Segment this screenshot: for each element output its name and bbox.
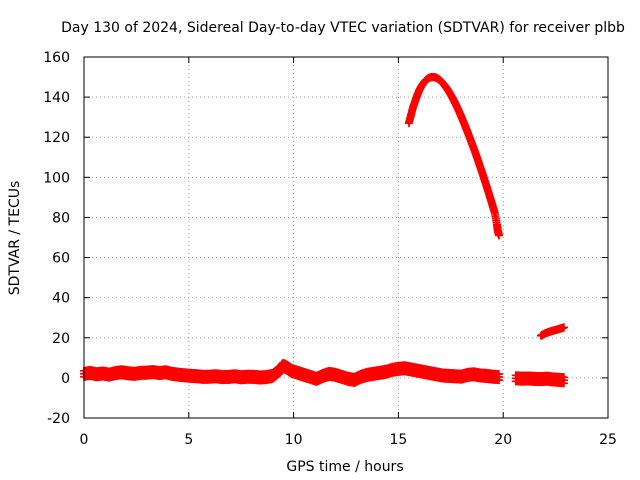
data-point [495, 370, 504, 379]
y-tick-label: 80 [52, 210, 70, 226]
x-axis-label: GPS time / hours [286, 459, 403, 475]
x-tick-label: 5 [184, 432, 193, 448]
chart-title: Day 130 of 2024, Sidereal Day-to-day VTE… [61, 20, 625, 36]
y-tick-label: 100 [43, 170, 70, 186]
y-tick-label: -20 [47, 411, 70, 427]
data-point [559, 373, 568, 382]
data-point [495, 231, 504, 240]
y-tick-label: 20 [52, 331, 70, 347]
y-tick-label: 40 [52, 291, 70, 307]
grid-layer [84, 57, 608, 418]
x-tick-label: 15 [389, 432, 407, 448]
y-axis-label: SDTVAR / TECUs [7, 181, 23, 296]
y-tick-label: 60 [52, 251, 70, 267]
data-layer [80, 73, 568, 388]
x-tick-label: 25 [599, 432, 617, 448]
x-tick-label: 20 [494, 432, 512, 448]
y-tick-label: 140 [43, 90, 70, 106]
plot-frame [83, 56, 609, 419]
x-tick-label: 10 [285, 432, 303, 448]
y-tick-label: 0 [61, 371, 70, 387]
y-tick-label: 120 [43, 130, 70, 146]
tick-layer: 0 5 10 15 20 25 -20 0 20 40 60 80 100 120 140 160 [43, 50, 617, 448]
y-tick-label: 160 [43, 50, 70, 66]
data-point [559, 323, 568, 332]
x-tick-label: 0 [80, 432, 89, 448]
